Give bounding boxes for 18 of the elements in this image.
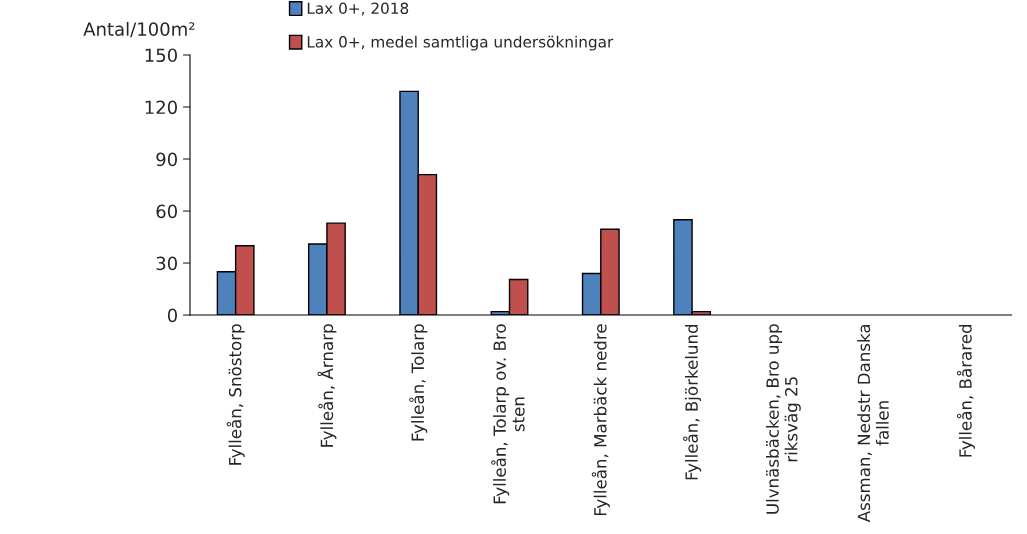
y-tick-label: 0 [167,308,177,323]
legend-label: Lax 0+, medel samtliga undersökningar [307,35,614,51]
x-tick-label: Fylleån, Bårared [956,324,975,457]
y-tick-label: 90 [156,152,177,167]
y-tick-label: 150 [145,48,177,63]
x-tick-label: Assman, Nedstr Danska fallen [857,324,889,523]
y-tick-label: 120 [145,100,177,115]
x-tick-label: Ulvnäsbäcken, Bro upp riksväg 25 [765,324,801,514]
x-tick-label: Fylleån, Årnarp [317,324,337,447]
x-tick-label: Fylleån, Tolarp [409,324,428,441]
x-tick-label: Fylleån, Björkelund [683,324,702,480]
y-tick-label: 30 [156,256,177,271]
legend-label: Lax 0+, 2018 [307,2,409,16]
x-tick-label: Fylleån, Tolarp ov. Bro sten [491,324,525,504]
x-tick-label: Fylleån, Marbäck nedre [591,324,610,516]
y-axis-title: Antal/100m² [83,21,195,38]
x-tick-label: Fylleån, Snöstorp [226,324,245,465]
y-tick-label: 60 [156,204,177,219]
